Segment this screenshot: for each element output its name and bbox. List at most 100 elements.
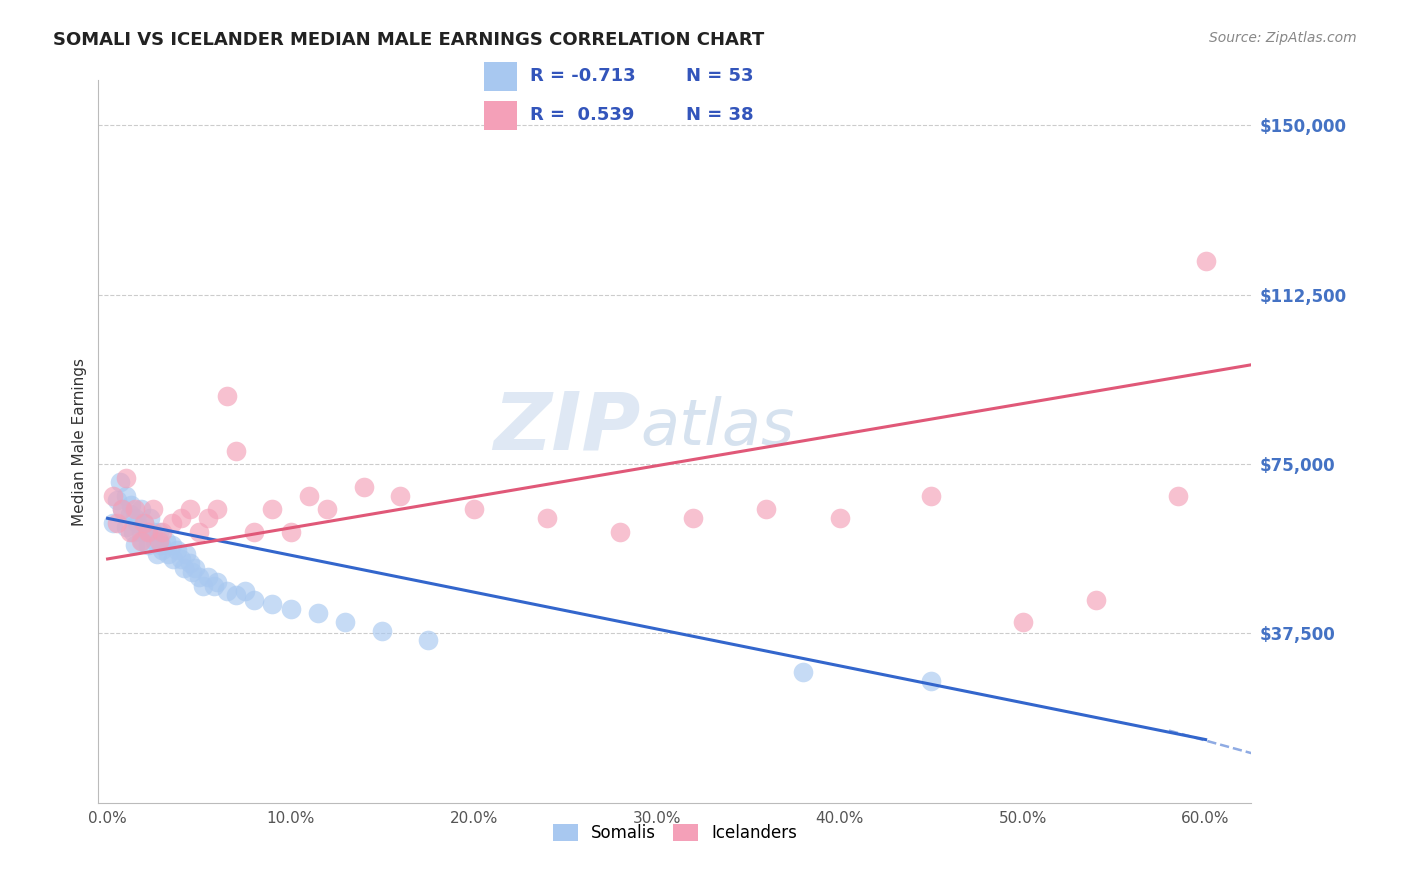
Point bbox=[179, 557, 201, 571]
Point bbox=[225, 443, 247, 458]
Point bbox=[188, 524, 211, 539]
Point bbox=[115, 470, 138, 484]
Point bbox=[755, 502, 778, 516]
Point bbox=[188, 570, 211, 584]
Legend: Somalis, Icelanders: Somalis, Icelanders bbox=[546, 817, 804, 848]
Point bbox=[335, 615, 357, 630]
Point bbox=[101, 516, 124, 530]
Point bbox=[280, 601, 302, 615]
Point bbox=[124, 538, 146, 552]
Point bbox=[316, 502, 339, 516]
Point bbox=[148, 533, 170, 548]
Point bbox=[129, 524, 152, 539]
Point bbox=[174, 548, 197, 562]
Point bbox=[129, 533, 152, 548]
Text: R = -0.713: R = -0.713 bbox=[530, 68, 636, 86]
FancyBboxPatch shape bbox=[484, 62, 517, 91]
Point bbox=[280, 524, 302, 539]
Point bbox=[156, 548, 179, 562]
Point bbox=[149, 538, 172, 552]
Point bbox=[243, 592, 266, 607]
Point bbox=[191, 579, 214, 593]
Point bbox=[536, 511, 558, 525]
Point bbox=[142, 502, 165, 516]
Point bbox=[118, 507, 141, 521]
Point bbox=[197, 511, 219, 525]
Point bbox=[215, 583, 238, 598]
Point bbox=[152, 542, 174, 557]
Point bbox=[120, 498, 142, 512]
Point bbox=[416, 633, 439, 648]
Point bbox=[1011, 615, 1033, 630]
Text: Source: ZipAtlas.com: Source: ZipAtlas.com bbox=[1209, 31, 1357, 45]
Point bbox=[136, 538, 159, 552]
Point bbox=[262, 597, 284, 611]
Point bbox=[160, 516, 183, 530]
Point bbox=[173, 561, 195, 575]
Point bbox=[371, 624, 394, 639]
Point bbox=[115, 520, 138, 534]
Point bbox=[131, 533, 153, 548]
Point bbox=[463, 502, 485, 516]
FancyBboxPatch shape bbox=[484, 101, 517, 130]
Text: N = 53: N = 53 bbox=[686, 68, 754, 86]
Point bbox=[124, 511, 146, 525]
Point bbox=[142, 524, 165, 539]
Point bbox=[110, 475, 132, 490]
Point bbox=[160, 538, 183, 552]
Point bbox=[143, 533, 166, 548]
Point bbox=[920, 489, 942, 503]
Point bbox=[207, 574, 229, 589]
Point bbox=[111, 502, 134, 516]
Point bbox=[162, 552, 184, 566]
Point bbox=[170, 511, 193, 525]
Point bbox=[197, 570, 219, 584]
Point bbox=[215, 389, 238, 403]
Point bbox=[207, 502, 229, 516]
Point bbox=[111, 502, 134, 516]
Point bbox=[1167, 489, 1189, 503]
Point bbox=[155, 533, 177, 548]
Point bbox=[202, 579, 225, 593]
Point bbox=[792, 665, 814, 679]
Point bbox=[166, 542, 188, 557]
Point bbox=[125, 516, 148, 530]
Point bbox=[920, 673, 942, 688]
Text: R =  0.539: R = 0.539 bbox=[530, 106, 636, 124]
Point bbox=[138, 511, 160, 525]
Text: atlas: atlas bbox=[640, 396, 794, 458]
Point bbox=[225, 588, 247, 602]
Point bbox=[146, 548, 169, 562]
Point bbox=[152, 524, 174, 539]
Point bbox=[105, 493, 128, 508]
Text: SOMALI VS ICELANDER MEDIAN MALE EARNINGS CORRELATION CHART: SOMALI VS ICELANDER MEDIAN MALE EARNINGS… bbox=[53, 31, 765, 49]
Point bbox=[179, 502, 201, 516]
Point bbox=[105, 516, 128, 530]
Point bbox=[389, 489, 412, 503]
Point bbox=[101, 489, 124, 503]
Y-axis label: Median Male Earnings: Median Male Earnings bbox=[72, 358, 87, 525]
Point bbox=[243, 524, 266, 539]
Point bbox=[136, 524, 159, 539]
Point bbox=[298, 489, 321, 503]
Point bbox=[122, 524, 145, 539]
Point bbox=[307, 606, 329, 620]
Point bbox=[233, 583, 256, 598]
Point bbox=[828, 511, 851, 525]
Point bbox=[180, 566, 202, 580]
Point bbox=[184, 561, 207, 575]
Point bbox=[1194, 253, 1216, 268]
Text: N = 38: N = 38 bbox=[686, 106, 754, 124]
Point bbox=[129, 502, 152, 516]
Point bbox=[262, 502, 284, 516]
Point bbox=[115, 489, 138, 503]
Text: ZIP: ZIP bbox=[494, 388, 640, 467]
Point bbox=[124, 502, 146, 516]
Point bbox=[148, 524, 170, 539]
Point bbox=[353, 480, 375, 494]
Point bbox=[136, 524, 159, 539]
Point bbox=[118, 524, 141, 539]
Point bbox=[682, 511, 704, 525]
Point bbox=[1084, 592, 1107, 607]
Point bbox=[134, 516, 156, 530]
